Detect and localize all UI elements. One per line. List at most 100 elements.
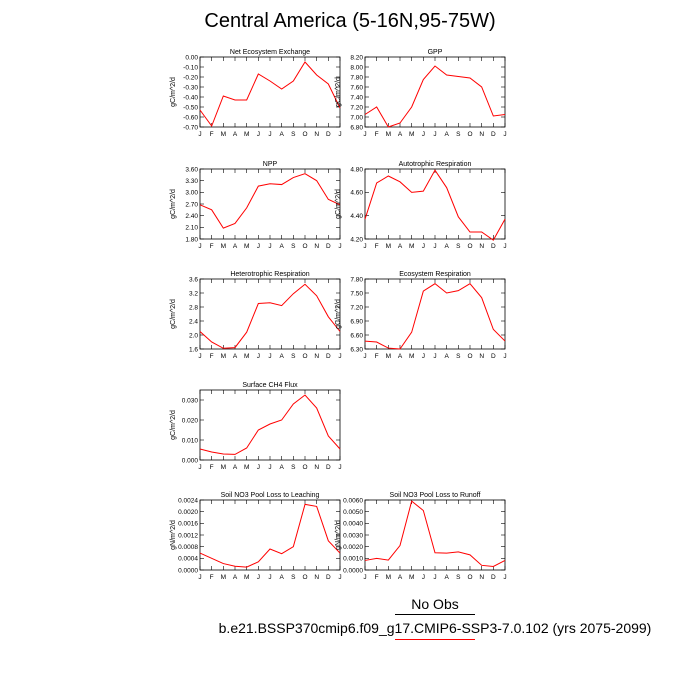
series-line [199, 61, 341, 128]
panel-autotrophic-respiration: Autotrophic Respiration gC/m^2/d 4.80 4.60 4… [325, 157, 525, 267]
x-tick-label: A [398, 243, 403, 250]
x-tick-label: A [398, 131, 403, 138]
x-tick-label: J [268, 243, 271, 250]
x-tick-label: A [444, 353, 449, 360]
y-tick-label: 3.60 [185, 166, 198, 173]
x-tick-label: N [314, 574, 319, 581]
x-tick-label: M [221, 574, 226, 581]
x-tick-label: J [268, 353, 271, 360]
chart-title: GPP [428, 49, 443, 56]
chart-svg: Heterotrophic Respiration gC/m^2/d 3.6 3.2 2… [170, 271, 342, 360]
y-tick-label: 7.40 [350, 94, 363, 101]
x-tick-label: J [422, 243, 425, 250]
x-tick-label: D [326, 574, 331, 581]
y-tick-label: 0.0060 [343, 497, 363, 504]
y-tick-label: 7.20 [350, 304, 363, 311]
y-tick-label: -0.50 [183, 104, 198, 111]
x-tick-label: J [433, 243, 436, 250]
x-tick-label: A [279, 353, 284, 360]
x-tick-label: J [198, 464, 201, 471]
x-tick-label: M [244, 353, 249, 360]
x-tick-label: J [433, 353, 436, 360]
x-tick-label: A [279, 464, 284, 471]
y-axis-label: gC/m^2/d [170, 410, 177, 440]
y-tick-label: 2.70 [185, 201, 198, 208]
plot-frame [199, 168, 341, 240]
y-tick-label: 0.00 [185, 54, 198, 61]
x-tick-label: S [291, 464, 296, 471]
x-tick-label: S [291, 574, 296, 581]
x-tick-label: A [233, 243, 238, 250]
y-tick-label: 8.20 [350, 54, 363, 61]
y-tick-label: 0.010 [182, 437, 199, 444]
y-tick-label: -0.70 [183, 124, 198, 131]
y-tick-label: 0.0000 [178, 567, 198, 574]
x-tick-label: F [375, 131, 379, 138]
chart-title: Net Ecosystem Exchange [230, 49, 310, 56]
panel-gpp: GPP gC/m^2/d 8.20 8.00 7.80 7.60 7.40 7.20 7.00 6… [325, 45, 525, 155]
y-tick-label: 6.30 [350, 346, 363, 353]
legend-case-line [395, 639, 475, 640]
x-tick-label: J [338, 131, 341, 138]
y-tick-label: 8.00 [350, 64, 363, 71]
plot-frame [199, 278, 341, 350]
chart-svg: NPPgC/m^2/d3.603.303.002.702.402.101.80J… [170, 161, 342, 250]
x-tick-label: M [409, 243, 414, 250]
y-tick-label: 6.60 [350, 332, 363, 339]
y-tick-label: 0.0030 [343, 532, 363, 539]
y-axis-label: gN/m^2/d [170, 520, 177, 550]
x-tick-label: F [210, 574, 214, 581]
x-tick-label: M [221, 243, 226, 250]
x-tick-label: A [279, 131, 284, 138]
chart-title: Heterotrophic Respiration [230, 271, 309, 278]
x-tick-label: M [386, 131, 391, 138]
y-tick-label: -0.10 [183, 64, 198, 71]
y-tick-label: 7.20 [350, 104, 363, 111]
y-tick-label: 4.20 [350, 236, 363, 243]
x-tick-label: O [467, 131, 472, 138]
y-tick-label: -0.20 [183, 74, 198, 81]
y-tick-label: 4.80 [350, 166, 363, 173]
x-tick-label: O [467, 243, 472, 250]
chart-title: Ecosystem Respiration [399, 271, 471, 278]
x-tick-label: J [338, 464, 341, 471]
x-tick-label: O [302, 131, 307, 138]
panel-npp: NPP gC/m^2/d 3.60 3.30 3.00 2.70 2.40 2.10 1.80 J… [160, 157, 360, 267]
chart-svg: Surface CH4 Flux gC/m^2/d 0.030 0.020 0.010 0… [170, 382, 342, 471]
x-tick-label: M [221, 131, 226, 138]
x-tick-label: D [491, 131, 496, 138]
series-line [364, 65, 506, 128]
y-tick-label: 1.6 [189, 346, 198, 353]
x-tick-label: N [479, 243, 484, 250]
x-tick-label: J [363, 131, 366, 138]
x-tick-label: M [221, 353, 226, 360]
series-line [364, 169, 506, 241]
y-axis-label: gC/m^2/d [170, 77, 177, 107]
y-tick-label: 0.020 [182, 417, 199, 424]
y-tick-label: 6.90 [350, 318, 363, 325]
y-tick-label: -0.30 [183, 84, 198, 91]
y-tick-label: 0.0010 [343, 556, 363, 563]
y-axis-label: gC/m^2/d [335, 189, 342, 219]
x-tick-label: J [338, 353, 341, 360]
legend-obs-line [395, 614, 475, 615]
y-tick-label: 0.000 [182, 457, 199, 464]
x-tick-label: F [375, 574, 379, 581]
y-tick-label: 0.030 [182, 397, 199, 404]
series-line [199, 173, 341, 229]
plot-frame [199, 389, 341, 461]
y-axis-label: gC/m^2/d [170, 299, 177, 329]
x-tick-label: O [302, 353, 307, 360]
y-tick-label: 0.0008 [178, 544, 198, 551]
panel-surface-ch4-flux: Surface CH4 Flux gC/m^2/d 0.030 0.020 0.010 0… [160, 378, 360, 488]
chart-svg: GPP gC/m^2/d 8.20 8.00 7.80 7.60 7.40 7.20 7.00 6… [335, 49, 507, 138]
y-axis-label: gC/m^2/d [170, 189, 177, 219]
x-tick-label: S [291, 131, 296, 138]
y-tick-label: 0.0020 [178, 509, 198, 516]
series-line [199, 503, 341, 568]
x-tick-label: A [444, 243, 449, 250]
series-line [199, 394, 341, 455]
x-tick-label: J [363, 353, 366, 360]
x-tick-label: D [326, 131, 331, 138]
x-tick-label: A [233, 574, 238, 581]
